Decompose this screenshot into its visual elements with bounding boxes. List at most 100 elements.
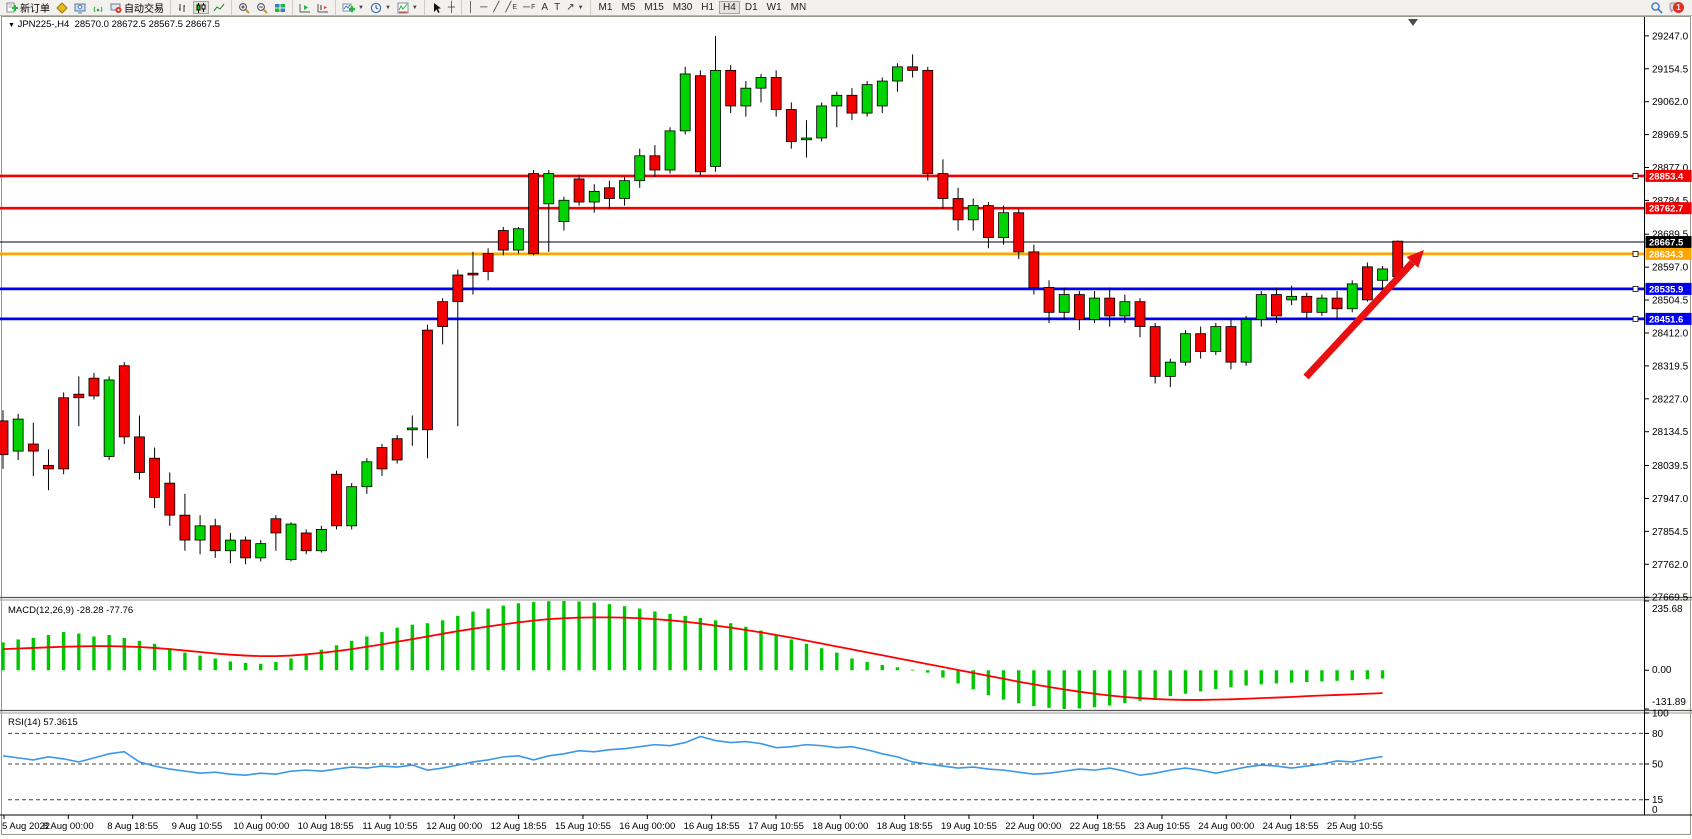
collapse-arrow-icon[interactable]: ▼	[8, 22, 15, 29]
svg-text:28877.0: 28877.0	[1652, 163, 1689, 174]
macd-label: MACD(12,26,9) -28.28 -77.76	[8, 605, 134, 616]
svg-text:15 Aug 10:55: 15 Aug 10:55	[555, 821, 611, 832]
svg-text:28039.5: 28039.5	[1652, 461, 1689, 472]
macd-axis[interactable]: 235.68 0.00 -131.89	[1644, 600, 1686, 710]
search-icon[interactable]	[1650, 1, 1663, 14]
svg-text:28134.5: 28134.5	[1652, 427, 1689, 438]
fibonacci-button[interactable]: ─ F	[521, 1, 537, 14]
vertical-line-button[interactable]: │	[466, 1, 476, 14]
svg-text:10 Aug 18:55: 10 Aug 18:55	[298, 821, 354, 832]
timeframe-M5[interactable]: M5	[617, 1, 639, 14]
svg-text:22 Aug 18:55: 22 Aug 18:55	[1070, 821, 1126, 832]
svg-text:28597.0: 28597.0	[1652, 263, 1689, 274]
chart-shift-icon	[317, 3, 328, 12]
chart-shift-button[interactable]	[315, 1, 331, 14]
autotrade-button[interactable]: 自动交易	[108, 1, 166, 15]
svg-text:17 Aug 10:55: 17 Aug 10:55	[748, 821, 804, 832]
horizontal-line-icon: ─	[480, 2, 488, 13]
fibonacci-icon: ─	[523, 2, 531, 13]
svg-text:25 Aug 10:55: 25 Aug 10:55	[1327, 821, 1383, 832]
autotrade-icon	[110, 3, 122, 13]
timeframe-W1[interactable]: W1	[763, 1, 786, 14]
candlestick-chart-button[interactable]	[193, 1, 209, 14]
bar-chart-button[interactable]	[175, 1, 191, 14]
candles-layer	[0, 35, 1404, 565]
candlestick-icon	[196, 2, 206, 13]
tile-windows-button[interactable]	[272, 1, 288, 14]
trendline-button[interactable]: ╱	[491, 1, 501, 14]
svg-text:28667.5: 28667.5	[1649, 238, 1684, 249]
svg-text:9 Aug 10:55: 9 Aug 10:55	[172, 821, 223, 832]
rsi-layer	[2, 735, 1383, 777]
svg-text:28784.5: 28784.5	[1652, 196, 1689, 207]
signals-button[interactable]	[90, 1, 106, 14]
svg-text:28319.5: 28319.5	[1652, 361, 1689, 372]
text-button[interactable]: A	[539, 1, 550, 14]
dropdown-arrow-icon: ▼	[358, 4, 364, 11]
timeframe-group: M1 M5 M15 M30 H1 H4 D1 W1 MN	[591, 1, 815, 14]
timeframe-M30[interactable]: M30	[669, 1, 696, 14]
svg-text:100: 100	[1652, 709, 1669, 720]
dropdown-arrow-icon: ▼	[411, 4, 418, 11]
svg-text:0: 0	[1652, 805, 1658, 816]
new-order-label: 新订单	[20, 4, 50, 15]
trend-arrow[interactable]	[1303, 250, 1424, 380]
svg-text:12 Aug 00:00: 12 Aug 00:00	[426, 821, 482, 832]
text-label-button[interactable]: T	[552, 1, 562, 14]
chart-title: ▼ JPN225-,H4 28570.0 28672.5 28567.5 286…	[8, 19, 220, 30]
chart-type-group	[171, 0, 232, 15]
timeframe-MN[interactable]: MN	[787, 1, 811, 14]
indicator-library-button[interactable]	[54, 1, 70, 14]
zoom-out-button[interactable]	[254, 1, 270, 14]
periods-button[interactable]: ▼	[368, 1, 393, 14]
market-watch-button[interactable]	[72, 1, 88, 14]
svg-text:24 Aug 00:00: 24 Aug 00:00	[1198, 821, 1254, 832]
svg-text:28535.9: 28535.9	[1649, 284, 1683, 295]
svg-text:8 Aug 00:00: 8 Aug 00:00	[43, 821, 94, 832]
svg-text:18 Aug 00:00: 18 Aug 00:00	[812, 821, 868, 832]
svg-text:29154.5: 29154.5	[1652, 64, 1689, 75]
svg-text:0.00: 0.00	[1652, 665, 1672, 676]
cursor-button[interactable]	[429, 1, 444, 14]
horizontal-line-button[interactable]: ─	[478, 1, 489, 14]
chart-canvas[interactable]: 29247.0 29154.5 29062.0 28969.5 28877.0 28784…	[0, 15, 1692, 839]
svg-text:5 Aug 2022: 5 Aug 2022	[2, 821, 50, 832]
auto-scroll-button[interactable]	[297, 1, 313, 14]
macd-layer	[1, 601, 1385, 709]
rsi-axis[interactable]: 100 80 50 150	[1644, 709, 1669, 817]
timeframe-H4[interactable]: H4	[719, 1, 740, 14]
notification-bubble[interactable]: 1	[1669, 2, 1684, 14]
price-axis[interactable]: 29247.0 29154.5 29062.0 28969.5 28877.0 28784…	[1644, 31, 1689, 604]
equidistant-channel-button[interactable]: ╱ E	[503, 1, 519, 14]
svg-text:27669.5: 27669.5	[1652, 593, 1689, 604]
crosshair-button[interactable]: ┼	[446, 1, 457, 14]
svg-text:12 Aug 18:55: 12 Aug 18:55	[491, 821, 547, 832]
timeframe-D1[interactable]: D1	[741, 1, 762, 14]
shapes-icon: ↗	[566, 2, 575, 13]
new-order-button[interactable]: 新订单	[4, 1, 52, 15]
timeframe-M1[interactable]: M1	[595, 1, 617, 14]
notification-count: 1	[1673, 2, 1684, 13]
dropdown-arrow-icon: ▼	[577, 4, 584, 11]
pane-separators[interactable]	[0, 17, 1692, 816]
templates-button[interactable]: ▼	[395, 1, 420, 14]
dropdown-arrow-icon: ▼	[384, 4, 391, 11]
zoom-in-button[interactable]	[236, 1, 252, 14]
timeframe-H1[interactable]: H1	[697, 1, 718, 14]
timeframe-M15[interactable]: M15	[640, 1, 667, 14]
chart-window[interactable]: 29247.0 29154.5 29062.0 28969.5 28877.0 28784…	[0, 15, 1692, 839]
text-icon: A	[541, 2, 549, 13]
svg-text:28412.0: 28412.0	[1652, 328, 1689, 339]
chart-shift-marker[interactable]	[1408, 19, 1418, 26]
svg-text:18 Aug 18:55: 18 Aug 18:55	[877, 821, 933, 832]
svg-text:29247.0: 29247.0	[1652, 31, 1689, 42]
shapes-button[interactable]: ↗ ▼	[564, 1, 585, 14]
line-chart-button[interactable]	[211, 1, 227, 14]
indicators-button[interactable]: ▼	[340, 1, 366, 14]
zoom-out-icon	[257, 2, 268, 14]
pane-backgrounds	[0, 15, 1692, 839]
svg-text:15: 15	[1652, 795, 1664, 806]
channel-icon: ╱	[505, 2, 512, 13]
